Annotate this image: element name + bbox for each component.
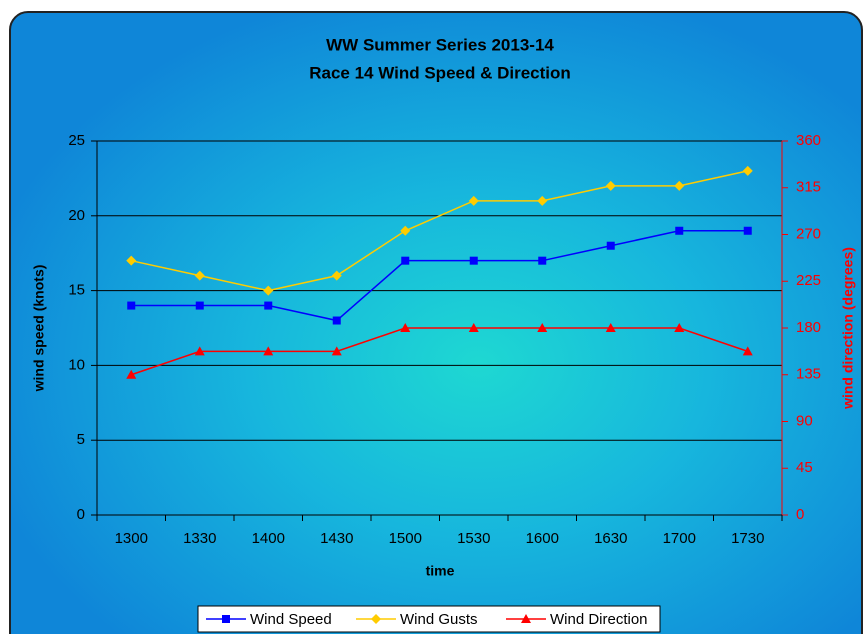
y-tick-label: 10 [68,356,85,373]
marker [400,323,411,332]
marker [400,225,411,236]
series-line [131,230,748,322]
marker [401,256,410,265]
y2-axis-title: wind direction (degrees) [840,247,856,410]
chart-subtitle: Race 14 Wind Speed & Direction [309,63,571,82]
y-tick-label: 20 [68,207,85,224]
x-axis-title: time [426,563,455,579]
x-tick-label: 1630 [594,530,627,547]
x-tick-label: 1430 [320,530,353,547]
marker [332,316,341,325]
marker [331,346,342,356]
chart-background [9,11,863,634]
marker [605,180,616,191]
x-tick-label: 1500 [389,530,422,547]
legend-label: Wind Gusts [400,611,478,628]
marker [126,369,137,379]
marker [468,323,479,332]
x-tick-label: 1730 [731,530,764,547]
marker [743,226,752,235]
marker [331,270,342,281]
marker [194,346,205,356]
x-tick-label: 1300 [115,530,148,547]
y2-tick-label: 45 [796,459,813,476]
marker [194,270,205,281]
marker [371,614,381,624]
marker [674,180,685,191]
x-tick-label: 1530 [457,530,490,547]
marker [605,323,616,332]
marker [127,301,136,310]
marker [537,323,548,332]
y2-tick-label: 270 [796,225,821,242]
legend-label: Wind Direction [550,611,648,628]
x-tick-label: 1600 [526,530,559,547]
y2-tick-label: 315 [796,179,821,196]
y-tick-label: 5 [77,431,85,448]
marker [469,256,478,265]
y2-tick-label: 135 [796,366,821,383]
x-tick-label: 1400 [252,530,285,547]
marker [263,285,274,296]
series-line [131,170,748,292]
y2-tick-label: 180 [796,319,821,336]
y-tick-label: 15 [68,282,85,299]
marker [742,346,753,356]
series-line [131,327,748,376]
marker [126,255,137,266]
x-tick-label: 1700 [663,530,696,547]
marker [674,323,685,332]
x-tick-label: 1330 [183,530,216,547]
marker [263,346,274,356]
marker [537,195,548,206]
y-axis-title: wind speed (knots) [31,265,47,393]
marker [222,615,230,623]
y-tick-label: 0 [77,506,85,523]
marker [742,165,753,176]
marker [675,226,684,235]
y2-tick-label: 225 [796,272,821,289]
y2-tick-label: 0 [796,506,804,523]
marker [521,614,531,623]
legend-label: Wind Speed [250,611,332,628]
marker [538,256,547,265]
chart-title: WW Summer Series 2013-14 [326,35,554,54]
y2-tick-label: 360 [796,132,821,149]
y2-tick-label: 90 [796,412,813,429]
marker [195,301,204,310]
marker [468,195,479,206]
marker [264,301,273,310]
marker [606,241,615,250]
y-tick-label: 25 [68,132,85,149]
legend [197,605,661,633]
